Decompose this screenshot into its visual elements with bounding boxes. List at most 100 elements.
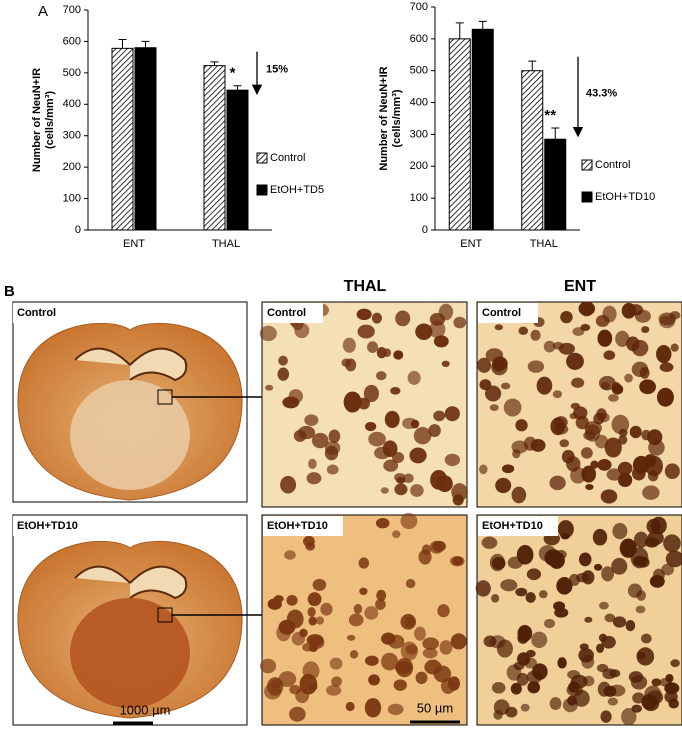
cell [544, 618, 556, 629]
cell [422, 637, 439, 650]
cell [364, 606, 379, 620]
cell [496, 639, 513, 658]
cell [390, 387, 401, 395]
cell [418, 549, 432, 565]
cell [595, 315, 610, 327]
cell [345, 701, 355, 712]
cell [536, 376, 553, 395]
cell [284, 550, 296, 560]
cell [475, 580, 491, 597]
legend-label: EtOH+TD10 [595, 191, 655, 203]
cell [414, 626, 426, 641]
cell [600, 489, 618, 504]
cell [670, 659, 680, 668]
hippocampus [74, 347, 131, 366]
cell [600, 710, 612, 723]
cell [647, 530, 664, 546]
brain-core [70, 380, 190, 490]
cell [609, 669, 621, 678]
brain-core [70, 598, 190, 708]
cell [523, 436, 537, 451]
cell [571, 377, 585, 388]
column-header: ENT [564, 278, 596, 295]
scale-label: 1000 µm [120, 702, 171, 717]
cell [606, 468, 623, 481]
cell [481, 536, 498, 549]
y-axis-label-line: (cells/mm³) [391, 89, 403, 147]
error-bar [118, 39, 127, 49]
cell [600, 381, 610, 391]
cell [402, 417, 418, 429]
bar [471, 28, 494, 231]
legend-swatch [581, 159, 593, 171]
cell [503, 398, 522, 417]
cell [501, 464, 515, 474]
cell [395, 657, 414, 678]
cell [599, 601, 609, 610]
cell [409, 447, 427, 464]
label-box [478, 516, 558, 536]
cell [346, 634, 356, 641]
cell [392, 530, 401, 539]
cell [428, 424, 441, 437]
y-tick-label: 300 [63, 130, 81, 142]
cell [259, 325, 277, 342]
cell [359, 587, 368, 595]
image-label: Control [267, 307, 306, 319]
image-label: EtOH+TD10 [17, 520, 78, 532]
label-box [263, 516, 343, 536]
cell [265, 384, 274, 391]
cell [664, 463, 680, 480]
cell [348, 613, 364, 627]
cell [661, 563, 674, 576]
bar [448, 38, 471, 231]
cell [651, 678, 662, 687]
cell [659, 362, 674, 373]
cell [277, 367, 290, 381]
cell [407, 370, 421, 385]
cell [444, 406, 460, 422]
cell [612, 522, 628, 540]
cell [552, 341, 564, 350]
cell [376, 346, 387, 359]
cell [580, 305, 593, 317]
cell [433, 335, 449, 348]
bar [111, 47, 134, 231]
cell [404, 616, 415, 629]
cell [604, 437, 622, 458]
cell [543, 340, 556, 353]
cell [413, 427, 432, 445]
cell [560, 310, 573, 324]
cell [371, 312, 382, 324]
cell [341, 358, 352, 367]
cell [640, 633, 652, 644]
y-tick-label: 300 [410, 128, 428, 140]
cell [578, 552, 592, 567]
cell [527, 681, 541, 694]
cell [384, 410, 400, 429]
legend-swatch [256, 152, 268, 164]
y-tick-label: 400 [63, 98, 81, 110]
hippocampus [129, 347, 188, 382]
cell [368, 431, 386, 447]
y-tick-label: 100 [63, 192, 81, 204]
cell [515, 587, 528, 597]
cell [580, 447, 593, 459]
cell [598, 633, 608, 642]
cell [326, 684, 342, 696]
cell [512, 449, 521, 459]
cell [624, 373, 633, 383]
cell [526, 568, 542, 581]
cell [273, 595, 284, 603]
cell [452, 494, 464, 506]
cell [282, 396, 300, 409]
cell [609, 684, 626, 697]
cell [450, 633, 467, 650]
cell [394, 473, 406, 482]
cell [479, 464, 488, 475]
cell [329, 657, 343, 670]
cell [592, 528, 608, 546]
cell [568, 681, 580, 693]
bar [226, 89, 249, 231]
image-label: Control [17, 307, 56, 319]
